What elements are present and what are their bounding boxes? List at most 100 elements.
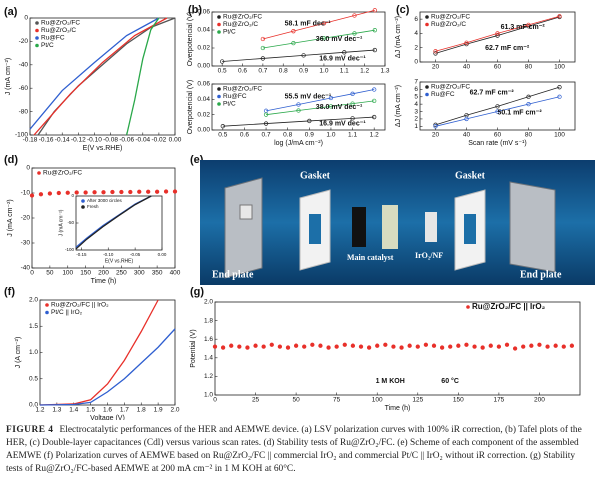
chart: 1.2 1.3 1.4 1.5 1.6 1.7 1.8 1.9 2.0 0.0 0.5 1.0 1.5 2…: [4, 286, 180, 420]
legend-marker: [425, 92, 429, 97]
x-tick-label: 0.9: [299, 68, 308, 75]
data-point: [326, 345, 331, 350]
data-point: [146, 189, 151, 194]
data-point: [263, 112, 269, 117]
data-point: [521, 344, 526, 349]
x-axis-label: E(V vs.RHE): [83, 145, 123, 152]
chart: 0 25 50 75 100 125 150 175 200 1.0 1.2 1.4 1.6 1.8 2.0…: [190, 286, 581, 412]
legend-label: Ru@ZrO₂/C: [431, 21, 466, 28]
data-point: [433, 51, 438, 56]
x-tick-label: 80: [525, 64, 533, 71]
data-point: [253, 343, 258, 348]
data-point: [328, 95, 334, 101]
y-tick-label: 2: [414, 116, 418, 123]
data-point: [74, 190, 79, 195]
x-tick-label: 60: [494, 64, 502, 71]
data-point: [260, 36, 266, 42]
legend-label: Ru@ZrO₂/FC: [223, 86, 262, 93]
data-point: [372, 28, 377, 33]
data-point: [285, 345, 291, 350]
plot-frame: [214, 301, 581, 396]
data-point: [496, 344, 502, 349]
legend-marker: [35, 21, 39, 25]
data-point: [269, 342, 274, 347]
data-point: [101, 190, 106, 195]
x-tick-label: 200: [534, 397, 545, 404]
panel-label: (f): [4, 286, 15, 298]
legend-label: Ru@ZrO₂/FC: [431, 14, 470, 21]
data-point: [291, 29, 296, 34]
data-point: [220, 345, 226, 350]
y-tick-label: 0.06: [197, 81, 210, 88]
data-point: [163, 189, 169, 194]
x-tick-label: 20: [432, 132, 440, 139]
caption: FIGURE 4 Electrocatalytic performances of…: [6, 424, 594, 476]
legend-marker: [45, 303, 49, 307]
y-tick-label: -10: [21, 190, 31, 197]
data-point: [301, 53, 306, 58]
x-tick-label: 1.3: [52, 407, 61, 414]
legend-marker: [425, 85, 429, 89]
x-tick-label: 0.7: [258, 68, 267, 75]
iro2-nf: [425, 212, 437, 242]
annotation: 60 °C: [441, 377, 459, 385]
series-line: [75, 195, 152, 250]
y-axis-label: Overpotencial (V): [187, 80, 194, 134]
legend-label: Pt/C: [223, 29, 236, 36]
x-tick-label: -0.10: [87, 137, 102, 144]
chart: 20 40 60 80 100 0 2 4 6 ΔJ (mA cm⁻²)(c) Ru@ZrO₂/FC…: [395, 4, 576, 71]
x-tick-label: 0.5: [218, 68, 227, 75]
data-point: [83, 190, 88, 195]
data-point: [237, 344, 242, 349]
y-tick-label: 0.02: [197, 111, 210, 118]
x-tick-label: 1.3: [380, 68, 389, 75]
end-plate: [224, 177, 263, 279]
data-point: [372, 98, 377, 104]
y-tick-label: -50: [67, 220, 74, 225]
x-tick-label: -0.14: [55, 137, 70, 144]
data-point: [352, 31, 357, 36]
x-tick-label: 75: [333, 397, 341, 404]
data-point: [433, 122, 438, 127]
series-line: [262, 29, 375, 49]
y-axis-label: J (mA cm⁻²): [58, 209, 64, 236]
data-point: [358, 344, 364, 349]
legend-label: Pt/C: [223, 101, 236, 108]
data-point: [415, 344, 420, 349]
data-point: [318, 343, 323, 348]
y-tick-label: 1.5: [29, 323, 38, 330]
data-point: [456, 343, 461, 348]
x-tick-label: -0.04: [135, 137, 150, 144]
annotation: 36.0 mV dec⁻¹: [316, 36, 363, 43]
x-tick-label: 0.6: [240, 132, 249, 139]
data-point: [495, 109, 500, 114]
data-point: [29, 193, 35, 198]
x-tick-label: 100: [554, 64, 565, 71]
panel-label: (c): [396, 4, 410, 16]
data-point: [391, 344, 396, 349]
data-point: [296, 102, 301, 107]
x-tick-label: 0.5: [218, 132, 227, 139]
annotation: 58.1 mF dec⁻¹: [285, 21, 332, 28]
data-point: [464, 342, 469, 347]
data-point: [342, 50, 347, 55]
data-point: [277, 344, 283, 349]
gasket-window: [464, 214, 476, 244]
x-tick-label: 1.7: [120, 407, 129, 414]
annotation: 16.9 mV dec⁻¹: [319, 120, 366, 127]
data-point: [545, 344, 550, 349]
y-tick-label: 0.04: [197, 96, 210, 103]
legend-label: Ru@ZrO₂/C: [41, 27, 76, 34]
legend-label: Ru@FC: [223, 93, 247, 100]
legend-marker: [217, 94, 221, 99]
label: End plate: [520, 269, 562, 280]
x-tick-label: -0.05: [130, 252, 141, 257]
y-tick-label: 1.0: [204, 392, 213, 399]
legend-label: Ru@FC: [431, 91, 455, 98]
y-tick-label: 0.02: [197, 45, 210, 52]
series-line: [265, 89, 375, 112]
x-tick-label: 1.0: [326, 132, 335, 139]
x-tick-label: 20: [432, 64, 440, 71]
chart: 0.5 0.6 0.7 0.8 0.9 1.0 1.1 1.2 0.00 0.02 0.04 0.06…: [187, 80, 386, 147]
y-tick-label: 2.0: [204, 299, 213, 306]
